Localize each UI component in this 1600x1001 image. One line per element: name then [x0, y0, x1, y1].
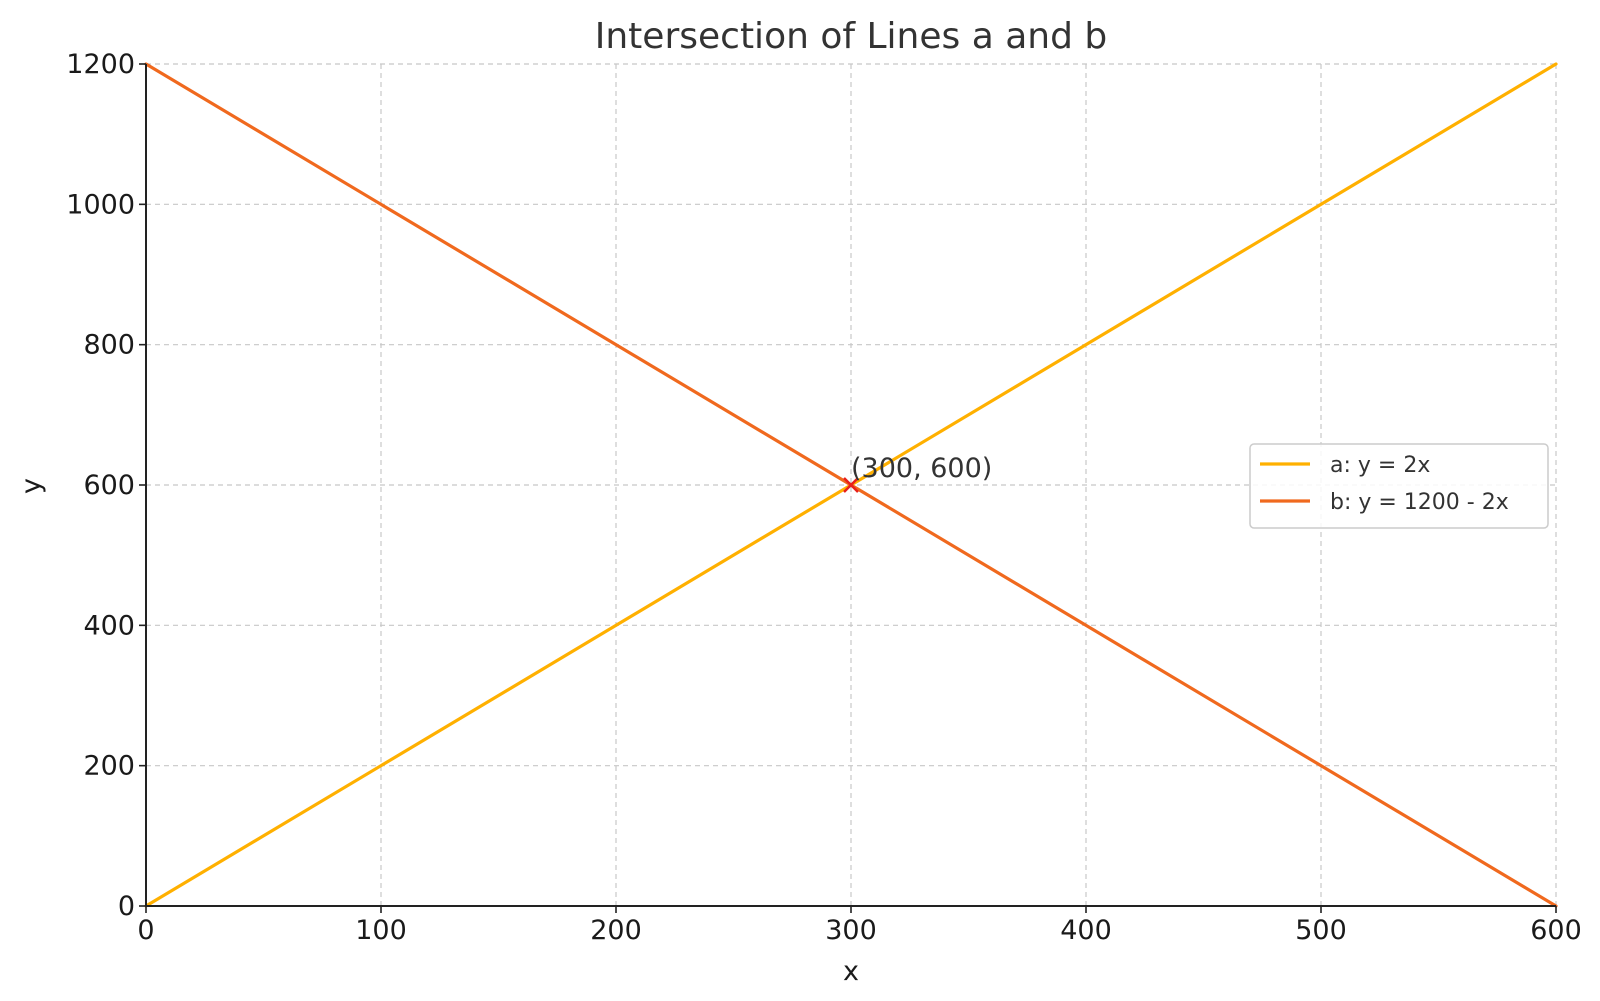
- y-tick-label: 800: [83, 330, 135, 361]
- y-tick-label: 1200: [66, 49, 135, 80]
- x-tick-label: 300: [825, 915, 877, 946]
- ticks: 0 100 200 300 400 500 600 0 200 400 600 800 1000 1200: [66, 49, 1581, 946]
- legend-entry-label: a: y = 2x: [1330, 453, 1430, 478]
- intersection-layer: (300, 600): [843, 453, 992, 493]
- x-tick-label: 500: [1295, 915, 1347, 946]
- legend-entry-label: b: y = 1200 - 2x: [1330, 490, 1509, 515]
- y-tick-label: 200: [83, 751, 135, 782]
- y-tick-label: 400: [83, 610, 135, 641]
- y-axis-label: y: [16, 478, 47, 494]
- x-tick-label: 400: [1060, 915, 1112, 946]
- y-tick-label: 1000: [66, 189, 135, 220]
- intersection-marker: [843, 477, 859, 493]
- intersection-marker-stroke: [843, 477, 859, 493]
- x-tick-label: 600: [1530, 915, 1582, 946]
- y-tick-label: 600: [83, 470, 135, 501]
- intersection-label: (300, 600): [851, 453, 992, 484]
- x-tick-label: 100: [355, 915, 407, 946]
- legend-box: [1249, 443, 1549, 529]
- x-tick-label: 200: [590, 915, 642, 946]
- x-tick-label: 0: [137, 915, 154, 946]
- x-axis-label: x: [843, 956, 859, 987]
- legend: a: y = 2x b: y = 1200 - 2x: [1249, 443, 1549, 529]
- chart-title: Intersection of Lines a and b: [595, 16, 1108, 57]
- y-tick-label: 0: [118, 891, 135, 922]
